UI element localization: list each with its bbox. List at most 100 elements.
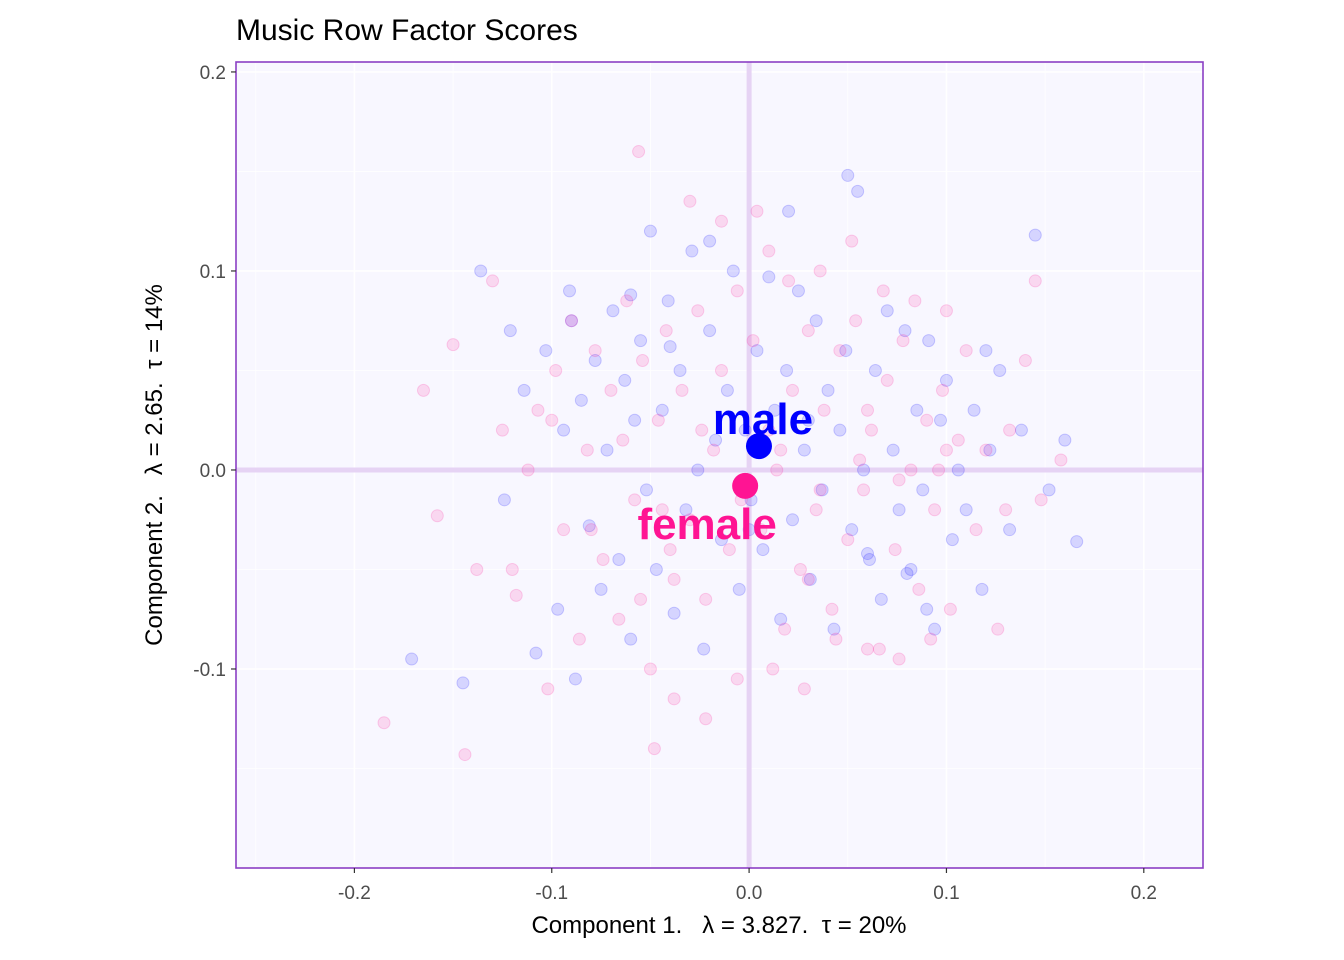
male-point: [928, 622, 942, 636]
female-point: [446, 338, 460, 352]
female-point: [770, 463, 784, 477]
female-point: [659, 324, 673, 338]
male-point: [732, 582, 746, 596]
female-point: [495, 423, 509, 437]
male-point: [979, 344, 993, 358]
female-point: [817, 403, 831, 417]
female-point: [667, 572, 681, 586]
female-point: [888, 543, 902, 557]
male-point: [624, 632, 638, 646]
male-point: [1014, 423, 1028, 437]
male-point: [857, 463, 871, 477]
y-axis-title: Component 2. λ = 2.65. τ = 14%: [141, 284, 168, 646]
male-point: [568, 672, 582, 686]
group-mean-points: [732, 433, 772, 499]
female-point: [699, 592, 713, 606]
male-group-label: male: [713, 395, 813, 444]
male-point: [600, 443, 614, 457]
male-point: [975, 582, 989, 596]
x-tick-label: 0.1: [933, 883, 959, 904]
male-point: [738, 423, 752, 437]
female-point: [683, 513, 697, 527]
female-point: [714, 363, 728, 377]
female-point: [880, 373, 894, 387]
male-point: [720, 383, 734, 397]
male-point: [904, 562, 918, 576]
female-point: [951, 433, 965, 447]
plot-panel: [236, 62, 1203, 868]
male-point: [768, 403, 782, 417]
female-point: [675, 383, 689, 397]
female-point: [924, 632, 938, 646]
origin-lines: [236, 62, 1203, 868]
male-point: [643, 224, 657, 238]
female-point: [1034, 493, 1048, 507]
female-point: [416, 383, 430, 397]
male-point: [685, 244, 699, 258]
male-point: [474, 264, 488, 278]
male-point: [649, 562, 663, 576]
male-mean-point: [745, 433, 772, 460]
x-tick-label: -0.1: [535, 883, 568, 904]
female-point: [762, 244, 776, 258]
male-point: [709, 433, 723, 447]
female-point: [505, 562, 519, 576]
male-point: [529, 646, 543, 660]
male-point: [900, 566, 914, 580]
male-point: [750, 344, 764, 358]
male-point: [667, 606, 681, 620]
y-axis-ticks: -0.1 0.0 0.1 0.2: [193, 63, 236, 681]
female-point: [699, 712, 713, 726]
female-point: [695, 423, 709, 437]
female-point: [896, 334, 910, 348]
male-point: [786, 513, 800, 527]
female-point: [969, 523, 983, 537]
female-point: [655, 503, 669, 517]
male-point: [1003, 523, 1017, 537]
male-point: [774, 612, 788, 626]
female-point: [829, 632, 843, 646]
female-point: [845, 234, 859, 248]
male-point: [845, 523, 859, 537]
female-point: [612, 612, 626, 626]
female-point: [813, 264, 827, 278]
male-point: [916, 483, 930, 497]
male-point: [655, 403, 669, 417]
female-point: [588, 344, 602, 358]
y-tick-label: 0.1: [200, 262, 226, 283]
female-point: [430, 509, 444, 523]
female-point: [691, 304, 705, 318]
observation-points: [377, 145, 1084, 762]
male-point: [588, 354, 602, 368]
male-point: [456, 676, 470, 690]
female-point: [521, 463, 535, 477]
male-point: [851, 184, 865, 198]
female-point: [943, 602, 957, 616]
female-point: [531, 403, 545, 417]
male-point: [1058, 433, 1072, 447]
male-point: [517, 383, 531, 397]
female-point: [801, 572, 815, 586]
female-point: [892, 652, 906, 666]
female-point: [876, 284, 890, 298]
female-point: [750, 204, 764, 218]
female-point: [580, 443, 594, 457]
male-point: [497, 493, 511, 507]
female-point: [470, 562, 484, 576]
male-point: [782, 204, 796, 218]
male-point: [503, 324, 517, 338]
male-point: [880, 304, 894, 318]
female-point: [486, 274, 500, 288]
female-point: [377, 716, 391, 730]
female-point: [991, 622, 1005, 636]
male-point: [862, 553, 876, 567]
female-point: [1003, 423, 1017, 437]
female-point: [754, 523, 768, 537]
male-point: [920, 602, 934, 616]
female-point: [936, 383, 950, 397]
female-point: [730, 284, 744, 298]
female-point: [782, 274, 796, 288]
female-point: [458, 748, 472, 762]
chart-title: Music Row Factor Scores: [236, 14, 578, 47]
